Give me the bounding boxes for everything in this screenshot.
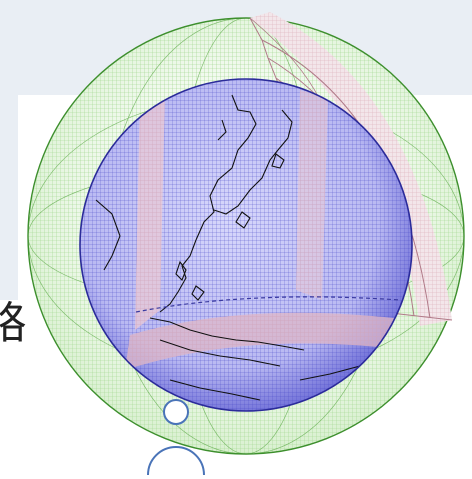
bubble-small-icon: [163, 399, 189, 425]
coastline-outline: [95, 94, 381, 401]
bubble-large-icon: [147, 446, 205, 476]
background-panel-edge: [0, 0, 18, 300]
edge-text: 略: [0, 298, 26, 349]
inner-sphere: [79, 78, 413, 412]
